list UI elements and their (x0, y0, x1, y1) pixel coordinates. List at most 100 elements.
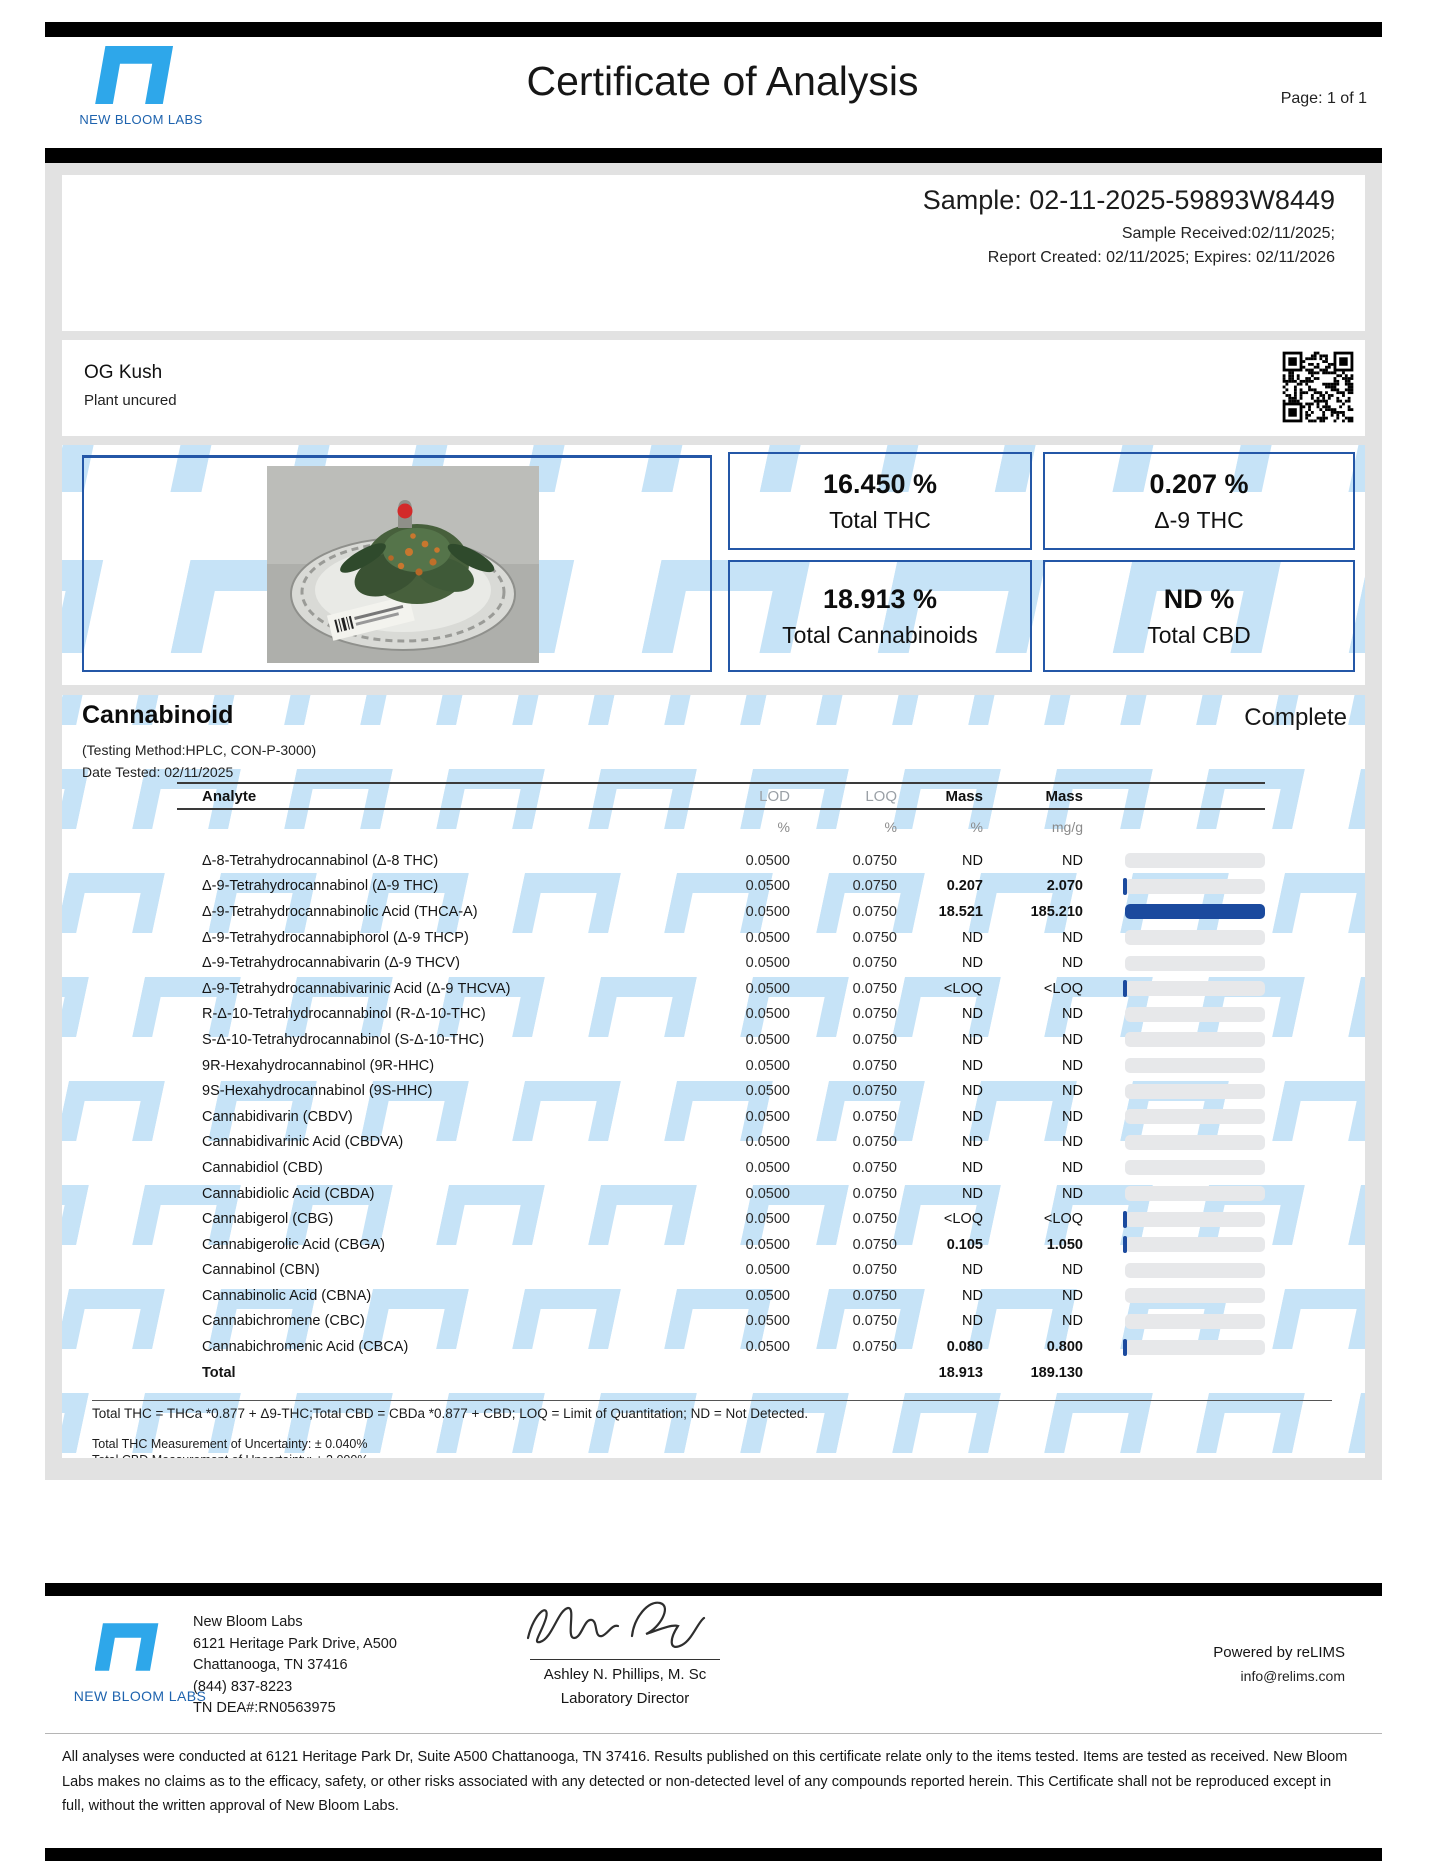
mass-bar-track (1125, 1134, 1265, 1150)
mass-bar-track (1125, 1006, 1265, 1022)
mass-mgg-value: <LOQ (1043, 980, 1083, 997)
mass-percent-value: ND (962, 1262, 983, 1279)
mass-bar-track (1125, 1058, 1265, 1074)
col-mass-percent: Mass (945, 787, 983, 805)
footnote-formula: Total THC = THCa *0.877 + Δ9-THC;Total C… (92, 1406, 809, 1421)
brand-name: NEW BLOOM LABS (79, 112, 203, 127)
table-rule-mid (177, 808, 1265, 810)
loq-value: 0.0750 (852, 1287, 897, 1304)
lod-value: 0.0500 (745, 1287, 790, 1304)
total-cbd-box: ND % Total CBD (1043, 560, 1355, 672)
unit-lod: % (777, 819, 790, 835)
mass-bar-track (1125, 1262, 1265, 1278)
signer-name: Ashley N. Phillips, M. Sc (543, 1666, 707, 1683)
mass-mgg-value: ND (1062, 1006, 1083, 1023)
mass-bar-track (1125, 1083, 1265, 1099)
table-header-row: Analyte LOD LOQ Mass Mass (177, 784, 1265, 808)
analyte-name: Cannabidiolic Acid (CBDA) (202, 1185, 375, 1202)
mass-percent-value: ND (962, 852, 983, 869)
mass-percent-value: ND (962, 1185, 983, 1202)
mass-bar (1123, 877, 1265, 895)
lod-value: 0.0500 (745, 1339, 790, 1356)
loq-value: 0.0750 (852, 980, 897, 997)
total-cannabinoids-value: 18.913 % (822, 583, 938, 614)
mass-percent-value: ND (962, 1159, 983, 1176)
mass-bar-track (1123, 1236, 1265, 1254)
newbloom-logo-icon (94, 1618, 161, 1681)
analyte-name: Total (202, 1364, 236, 1381)
mass-percent-value: ND (962, 1083, 983, 1100)
mass-bar (1125, 1083, 1265, 1099)
loq-value: 0.0750 (852, 1313, 897, 1330)
table-row: Total 18.913 189.130 (177, 1360, 1265, 1386)
total-thc-value: 16.450 % (822, 468, 938, 499)
mass-bar-fill (1125, 904, 1265, 920)
mass-mgg-value: ND (1062, 1313, 1083, 1330)
lab-dea-number: TN DEA#:RN0563975 (193, 1700, 336, 1716)
mass-percent-value: ND (962, 1057, 983, 1074)
loq-value: 0.0750 (852, 1339, 897, 1356)
mass-mgg-value: 0.800 (1046, 1339, 1083, 1356)
disclaimer-text: All analyses were conducted at 6121 Heri… (62, 1749, 1348, 1814)
lab-address-line1: 6121 Heritage Park Drive, A500 (193, 1635, 397, 1652)
lod-value: 0.0500 (745, 955, 790, 972)
mass-percent-value: ND (962, 929, 983, 946)
mass-bar-tick (1123, 1338, 1127, 1356)
total-cbd-label: Total CBD (1147, 621, 1251, 648)
table-row: Cannabigerolic Acid (CBGA) 0.0500 0.0750 0.… (177, 1232, 1265, 1258)
analyte-name: Δ-9-Tetrahydrocannabinol (Δ-9 THC) (202, 878, 439, 895)
mass-bar-track (1125, 1288, 1265, 1304)
mass-bar-track (1125, 904, 1265, 920)
product-type: Plant uncured (84, 392, 177, 409)
mass-bar (1125, 930, 1265, 946)
mass-bar (1125, 904, 1265, 920)
mass-percent-value: 0.207 (946, 878, 983, 895)
cannabinoid-table: Analyte LOD LOQ Mass Mass % % % mg/g Δ-8… (177, 782, 1265, 1385)
table-row: Cannabichromenic Acid (CBCA) 0.0500 0.0750… (177, 1334, 1265, 1360)
analyte-name: 9R-Hexahydrocannabinol (9R-HHC) (202, 1057, 435, 1074)
analyte-name: Cannabinolic Acid (CBNA) (202, 1287, 372, 1304)
unit-mass-percent: % (970, 819, 983, 835)
mass-percent-value: ND (962, 1313, 983, 1330)
table-row: Cannabidiol (CBD) 0.0500 0.0750 ND ND (177, 1155, 1265, 1181)
table-row: 9R-Hexahydrocannabinol (9R-HHC) 0.0500 0.0… (177, 1053, 1265, 1079)
unit-loq: % (884, 819, 897, 835)
mass-bar-track (1123, 877, 1265, 895)
qr-code (1277, 346, 1359, 428)
table-row: R-Δ-10-Tetrahydrocannabinol (R-Δ-10-THC)… (177, 1002, 1265, 1028)
mass-mgg-value: 1.050 (1046, 1236, 1083, 1253)
lod-value: 0.0500 (745, 980, 790, 997)
analyte-name: R-Δ-10-Tetrahydrocannabinol (R-Δ-10-THC) (202, 1006, 486, 1023)
mass-bar (1123, 1236, 1265, 1254)
powered-by: Powered by reLIMS (1213, 1644, 1345, 1661)
total-thc-label: Total THC (829, 506, 931, 533)
mass-bar-track (1125, 1186, 1265, 1202)
table-row: Δ-9-Tetrahydrocannabiphorol (Δ-9 THCP) 0.… (177, 925, 1265, 951)
page-number: Page: 1 of 1 (1280, 90, 1367, 107)
mass-bar-track (1123, 980, 1265, 998)
table-row: Cannabigerol (CBG) 0.0500 0.0750 <LOQ <LOQ (177, 1206, 1265, 1232)
d9-thc-value: 0.207 % (1149, 468, 1249, 499)
footnote-uncertainty: Total THC Measurement of Uncertainty: ± … (92, 1437, 368, 1458)
lod-value: 0.0500 (745, 1211, 790, 1228)
mass-mgg-value: ND (1062, 1185, 1083, 1202)
loq-value: 0.0750 (852, 903, 897, 920)
disclaimer-rule (45, 1733, 1382, 1734)
mass-percent-value: ND (962, 1134, 983, 1151)
product-card: OG Kush Plant uncured (62, 340, 1365, 436)
loq-value: 0.0750 (852, 1134, 897, 1151)
table-row: Cannabinolic Acid (CBNA) 0.0500 0.0750 ND ND (177, 1283, 1265, 1309)
section-status: Complete (1244, 704, 1347, 731)
brand-name: NEW BLOOM LABS (73, 1688, 207, 1704)
col-loq: LOQ (865, 787, 897, 805)
loq-value: 0.0750 (852, 929, 897, 946)
table-row: Cannabinol (CBN) 0.0500 0.0750 ND ND (177, 1258, 1265, 1284)
signature-icon (526, 1601, 706, 1648)
col-analyte: Analyte (202, 787, 257, 805)
mass-percent-value: ND (962, 955, 983, 972)
d9-thc-label: Δ-9 THC (1154, 506, 1244, 533)
lab-name: New Bloom Labs (193, 1614, 303, 1630)
loq-value: 0.0750 (852, 1108, 897, 1125)
signature-line (530, 1659, 720, 1660)
mass-bar (1125, 1262, 1265, 1278)
